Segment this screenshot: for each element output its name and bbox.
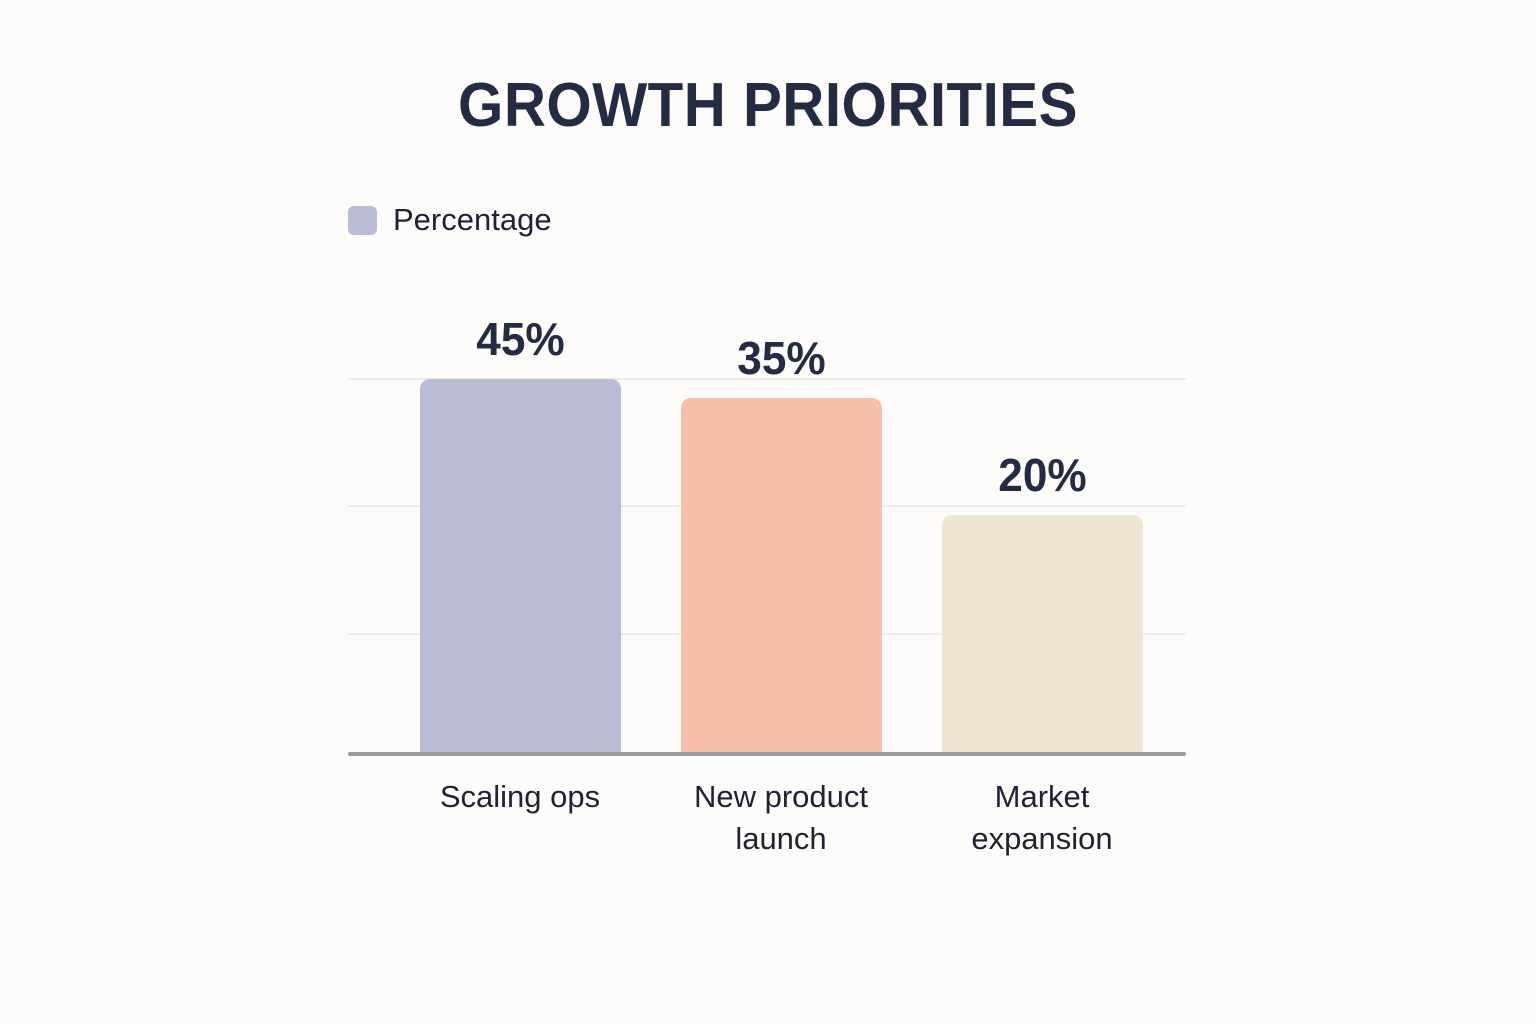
bar-value-label: 20% (998, 449, 1087, 501)
bar-value-label: 45% (476, 313, 565, 365)
bar-market-expansion[interactable] (942, 515, 1143, 752)
bar-value-label: 35% (737, 332, 826, 384)
legend-item-label: Percentage (393, 202, 552, 237)
plot-area: 45% 35% 20% Scaling ops New product laun… (348, 300, 1186, 856)
bar-new-product-launch[interactable] (681, 398, 882, 752)
x-axis-category-label: New product launch (693, 779, 869, 856)
x-axis-category-label: Market expansion (971, 779, 1113, 856)
gridline (348, 378, 1186, 380)
x-axis-baseline (348, 752, 1186, 756)
x-axis-category-label: Scaling ops (439, 779, 601, 814)
page-title: GROWTH PRIORITIES (458, 71, 1078, 140)
bar-scaling-ops[interactable] (420, 379, 621, 752)
chart-legend: Percentage (348, 203, 552, 237)
legend-swatch-icon (348, 205, 377, 235)
